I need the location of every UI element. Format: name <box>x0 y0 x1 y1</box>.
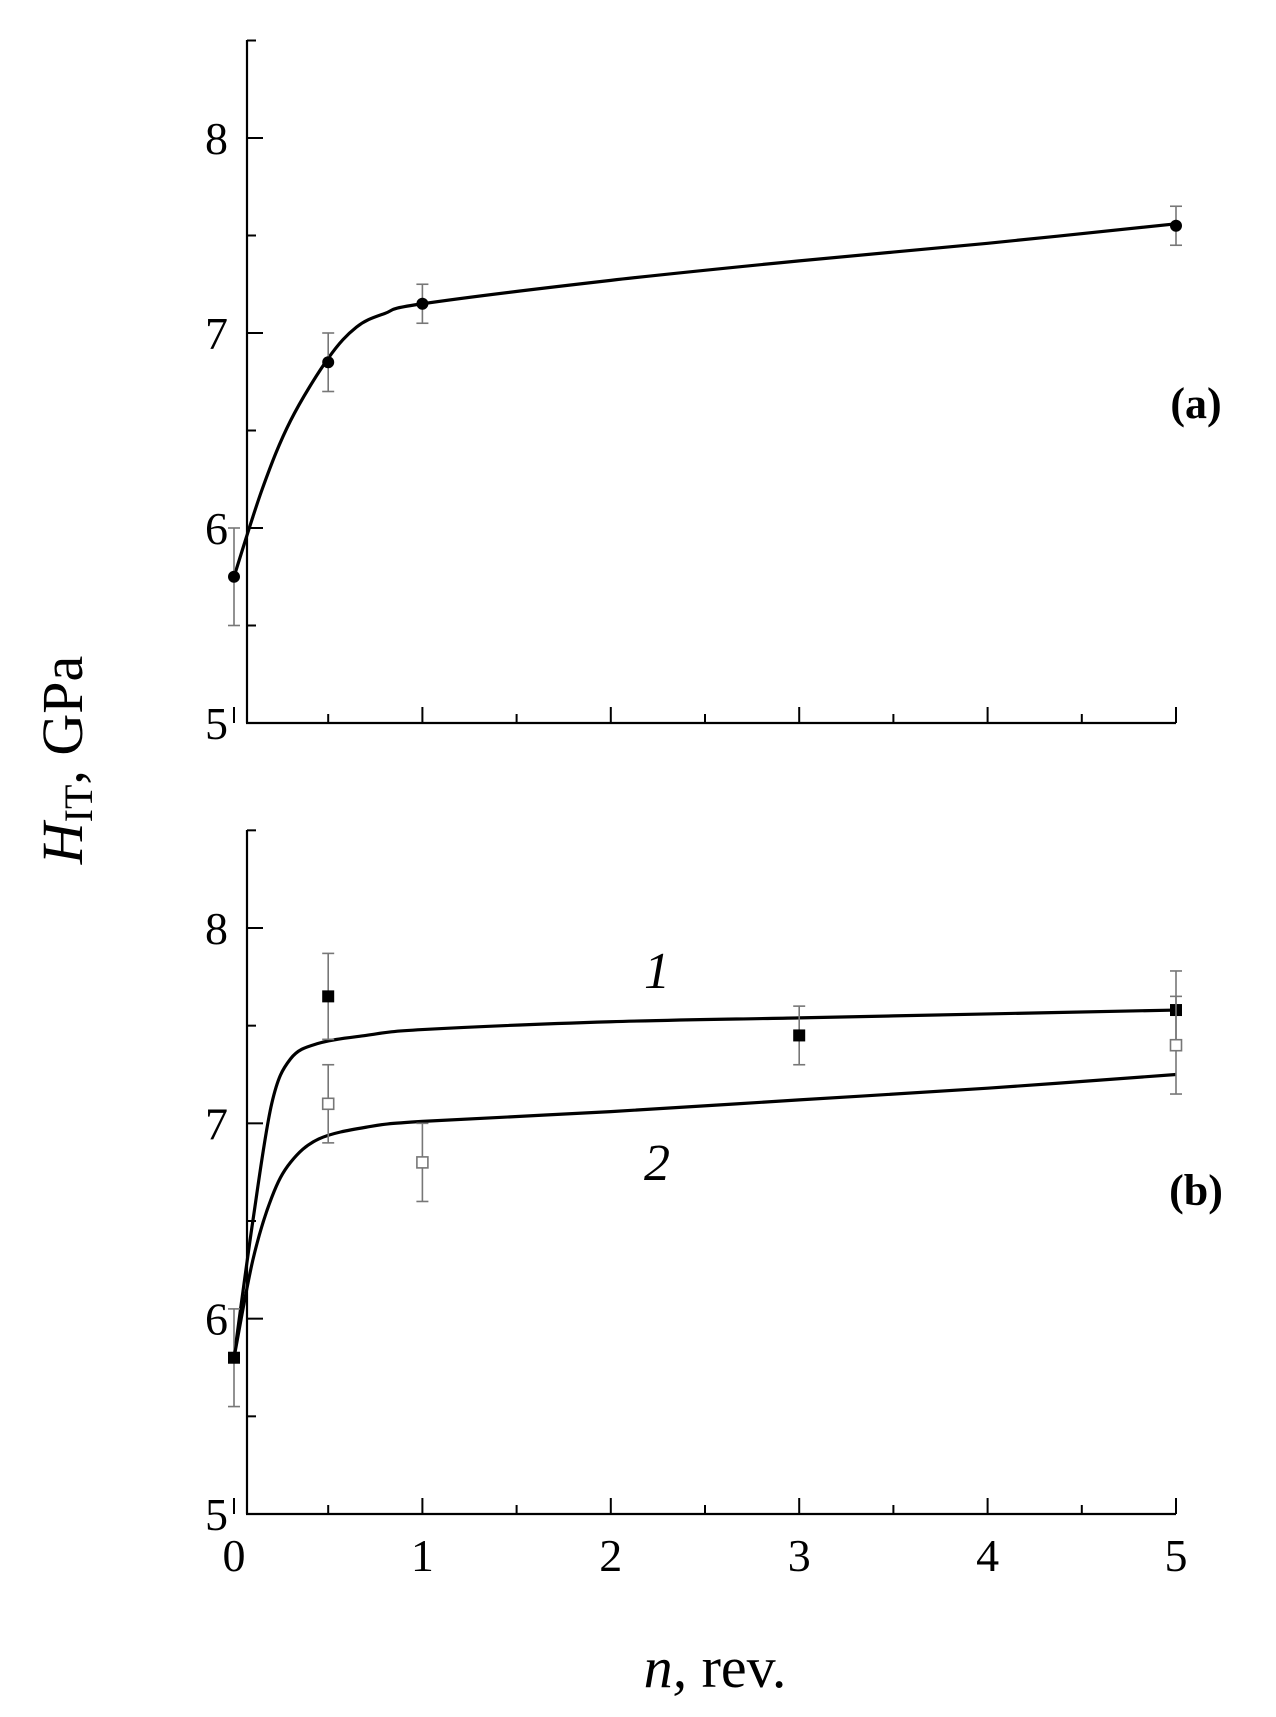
x-tick-label: 4 <box>976 1530 999 1581</box>
curve-label-2: 2 <box>644 1135 670 1192</box>
fit-curve-a <box>232 222 1177 578</box>
y-tick-label: 6 <box>205 1294 228 1345</box>
data-point <box>322 990 335 1003</box>
curve-label-1: 1 <box>644 943 670 1000</box>
x-tick-label: 1 <box>411 1530 434 1581</box>
x-tick-label: 3 <box>788 1530 811 1581</box>
y-tick-label: 7 <box>205 1098 228 1149</box>
panel-b: 5 6 7 8 0 1 2 3 4 5 1 2 (b) <box>205 829 1223 1581</box>
y-tick-label: 6 <box>205 503 228 554</box>
data-point <box>416 297 429 310</box>
data-point <box>228 570 240 583</box>
data-point <box>1169 1038 1183 1052</box>
y-tick-label: 5 <box>205 698 228 749</box>
panel-label: (b) <box>1169 1166 1223 1215</box>
panel-a: 5 6 7 8 (a) <box>205 39 1222 749</box>
data-point <box>793 1029 806 1042</box>
y-axis-title: HIT, GPa <box>30 656 101 866</box>
panel-label: (a) <box>1170 379 1221 428</box>
y-tick-label: 8 <box>205 903 228 954</box>
data-point <box>321 1097 335 1111</box>
fit-curve-2 <box>232 1072 1177 1359</box>
data-point <box>1170 219 1182 232</box>
fit-curve-1 <box>232 1008 1177 1358</box>
y-tick-label: 8 <box>205 113 228 164</box>
x-tick-label: 0 <box>223 1530 246 1581</box>
x-axis-title: n, rev. <box>644 1635 787 1700</box>
data-point <box>322 356 335 369</box>
data-point <box>416 1156 429 1169</box>
y-tick-label: 7 <box>205 308 228 359</box>
x-tick-label: 2 <box>599 1530 622 1581</box>
y-tick-label: 5 <box>205 1489 228 1540</box>
x-tick-label: 5 <box>1165 1530 1188 1581</box>
